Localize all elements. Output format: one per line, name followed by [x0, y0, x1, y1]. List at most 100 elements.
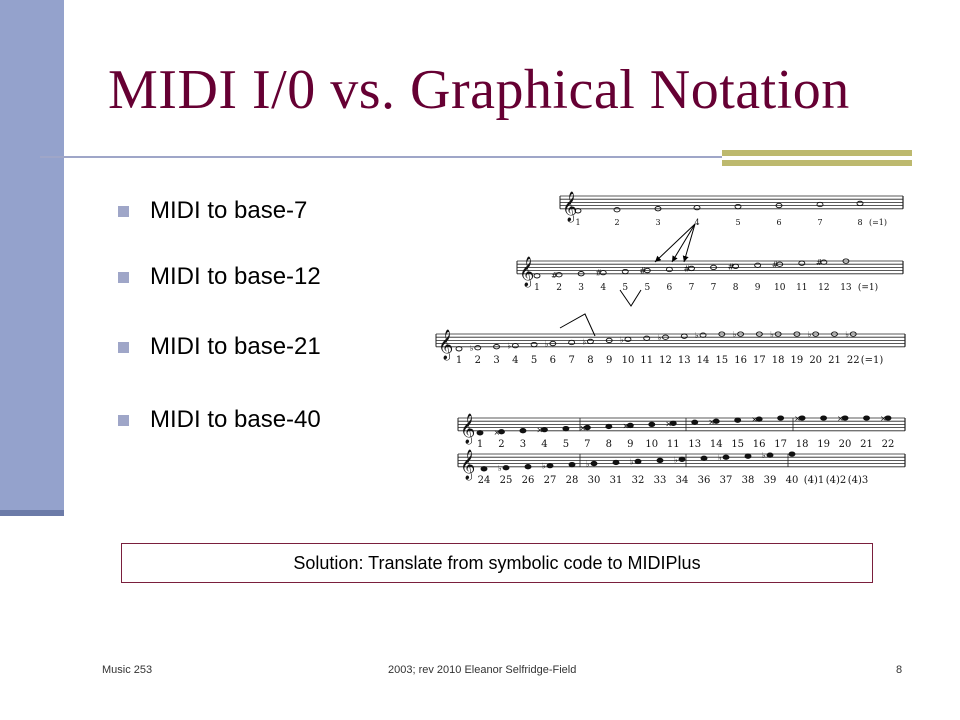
- bullet-label: MIDI to base-21: [150, 333, 321, 360]
- enharmonic-arrows: [559, 223, 696, 337]
- staff-base-12: 𝄞1 #2 3 #4 5 #5 6 #7 7 #8 9 #10 11 #12 13 (=1): [516, 256, 904, 293]
- scale-degree-number: 3: [493, 355, 499, 366]
- scale-degree-number: (4)2: [826, 475, 847, 486]
- scale-degree-number: 26: [522, 475, 535, 486]
- note-head: [856, 200, 864, 207]
- note-head: [793, 331, 801, 337]
- scale-degree-number: 11: [667, 439, 680, 450]
- note-head: [493, 344, 500, 350]
- note-head: [562, 425, 570, 432]
- scale-degree-number: 2: [498, 439, 504, 450]
- left-accent-bar-shadow: [0, 510, 64, 516]
- treble-clef-icon: 𝄞: [562, 191, 577, 223]
- scale-degree-number: 4: [541, 439, 547, 450]
- note-head: [590, 460, 598, 467]
- scale-degree-number: 2: [556, 283, 562, 293]
- accidental-icon: #: [551, 271, 558, 280]
- scale-degree-number: 10: [645, 439, 658, 450]
- scale-degree-number: 12: [818, 283, 829, 293]
- scale-degree-number: 17: [774, 439, 787, 450]
- note-head: [754, 262, 762, 268]
- scale-degree-number: (=1): [858, 282, 878, 293]
- scale-degree-number: 7: [584, 439, 590, 450]
- note-head: [568, 461, 576, 468]
- scale-degree-number: 15: [731, 439, 744, 450]
- scale-degree-number: 7: [568, 355, 574, 366]
- note-head: [755, 416, 763, 422]
- scale-degree-number: 5: [644, 283, 650, 293]
- note-head: [776, 261, 784, 267]
- note-head: [700, 455, 708, 461]
- accidental-icon: ×: [880, 414, 887, 423]
- scale-degree-number: 13: [678, 355, 691, 366]
- accidental-icon: ♭: [733, 330, 737, 339]
- scale-degree-number: 4: [512, 355, 518, 366]
- scale-degree-number: 8: [857, 218, 862, 227]
- scale-degree-number: 14: [697, 355, 710, 366]
- note-head: [480, 466, 488, 472]
- scale-degree-number: 7: [711, 283, 717, 293]
- scale-degree-number: 9: [755, 283, 761, 293]
- accidental-icon: ×: [665, 419, 672, 428]
- solution-text: Solution: Translate from symbolic code t…: [293, 552, 701, 573]
- scale-degree-number: 6: [550, 355, 556, 366]
- accidental-icon: ×: [622, 421, 629, 430]
- scale-degree-number: 21: [860, 439, 873, 450]
- note-head: [710, 264, 717, 271]
- note-head: [699, 332, 707, 338]
- scale-degree-number: 3: [578, 283, 584, 293]
- scale-degree-number: 40: [786, 475, 799, 486]
- note-head: [788, 451, 796, 457]
- footer-course: Music 253: [102, 664, 153, 676]
- accidental-icon: ×: [751, 415, 758, 424]
- note-head: [524, 464, 532, 470]
- scale-degree-number: 3: [520, 439, 526, 450]
- note-head: [732, 263, 740, 269]
- scale-degree-number: 17: [753, 355, 766, 366]
- treble-clef-icon: 𝄞: [460, 413, 475, 445]
- scale-degree-number: 2: [475, 355, 481, 366]
- note-head: [474, 345, 482, 351]
- scale-degree-number: 28: [566, 475, 579, 486]
- scale-degree-number: (=1): [869, 218, 887, 227]
- scale-degree-number: 5: [735, 218, 740, 227]
- scale-degree-number: 15: [715, 355, 728, 366]
- scale-degree-number: 24: [478, 475, 491, 486]
- scale-degree-number: 34: [676, 475, 689, 486]
- accidental-icon: ×: [493, 428, 500, 437]
- arrow-icon: [654, 223, 696, 263]
- accidental-icon: ♭: [630, 457, 634, 466]
- note-head: [775, 202, 783, 209]
- note-head: [863, 415, 870, 421]
- accidental-icon: ×: [579, 424, 586, 433]
- note-head: [555, 272, 563, 278]
- accidental-icon: ♭: [507, 342, 511, 351]
- scale-degree-number: 1: [456, 355, 462, 366]
- accidental-icon: ♭: [770, 330, 774, 339]
- arrow-icon: [671, 223, 696, 263]
- scale-degree-number: 3: [655, 218, 660, 227]
- treble-clef-icon: 𝄞: [460, 449, 475, 481]
- bracket-mark: [559, 313, 596, 337]
- note-head: [820, 415, 828, 421]
- scale-degree-number: 6: [776, 218, 781, 227]
- note-head: [648, 421, 656, 428]
- note-head: [816, 201, 824, 208]
- note-head: [574, 208, 582, 214]
- scale-degree-number: 6: [667, 283, 673, 293]
- accidental-icon: ♭: [808, 330, 812, 339]
- note-head: [669, 420, 677, 426]
- scale-degree-number: 8: [587, 355, 593, 366]
- scale-degree-number: 13: [840, 283, 852, 293]
- scale-degree-number: 39: [764, 475, 777, 486]
- title-accent-block: [722, 150, 912, 166]
- scale-degree-number: 20: [809, 355, 822, 366]
- note-head: [693, 204, 701, 211]
- note-head: [455, 346, 463, 352]
- note-head: [643, 335, 651, 341]
- scale-degree-number: 22: [847, 355, 860, 366]
- scale-degree-number: 10: [622, 355, 635, 366]
- note-head: [884, 415, 892, 421]
- note-head: [831, 331, 838, 337]
- scale-degree-number: 16: [753, 439, 766, 450]
